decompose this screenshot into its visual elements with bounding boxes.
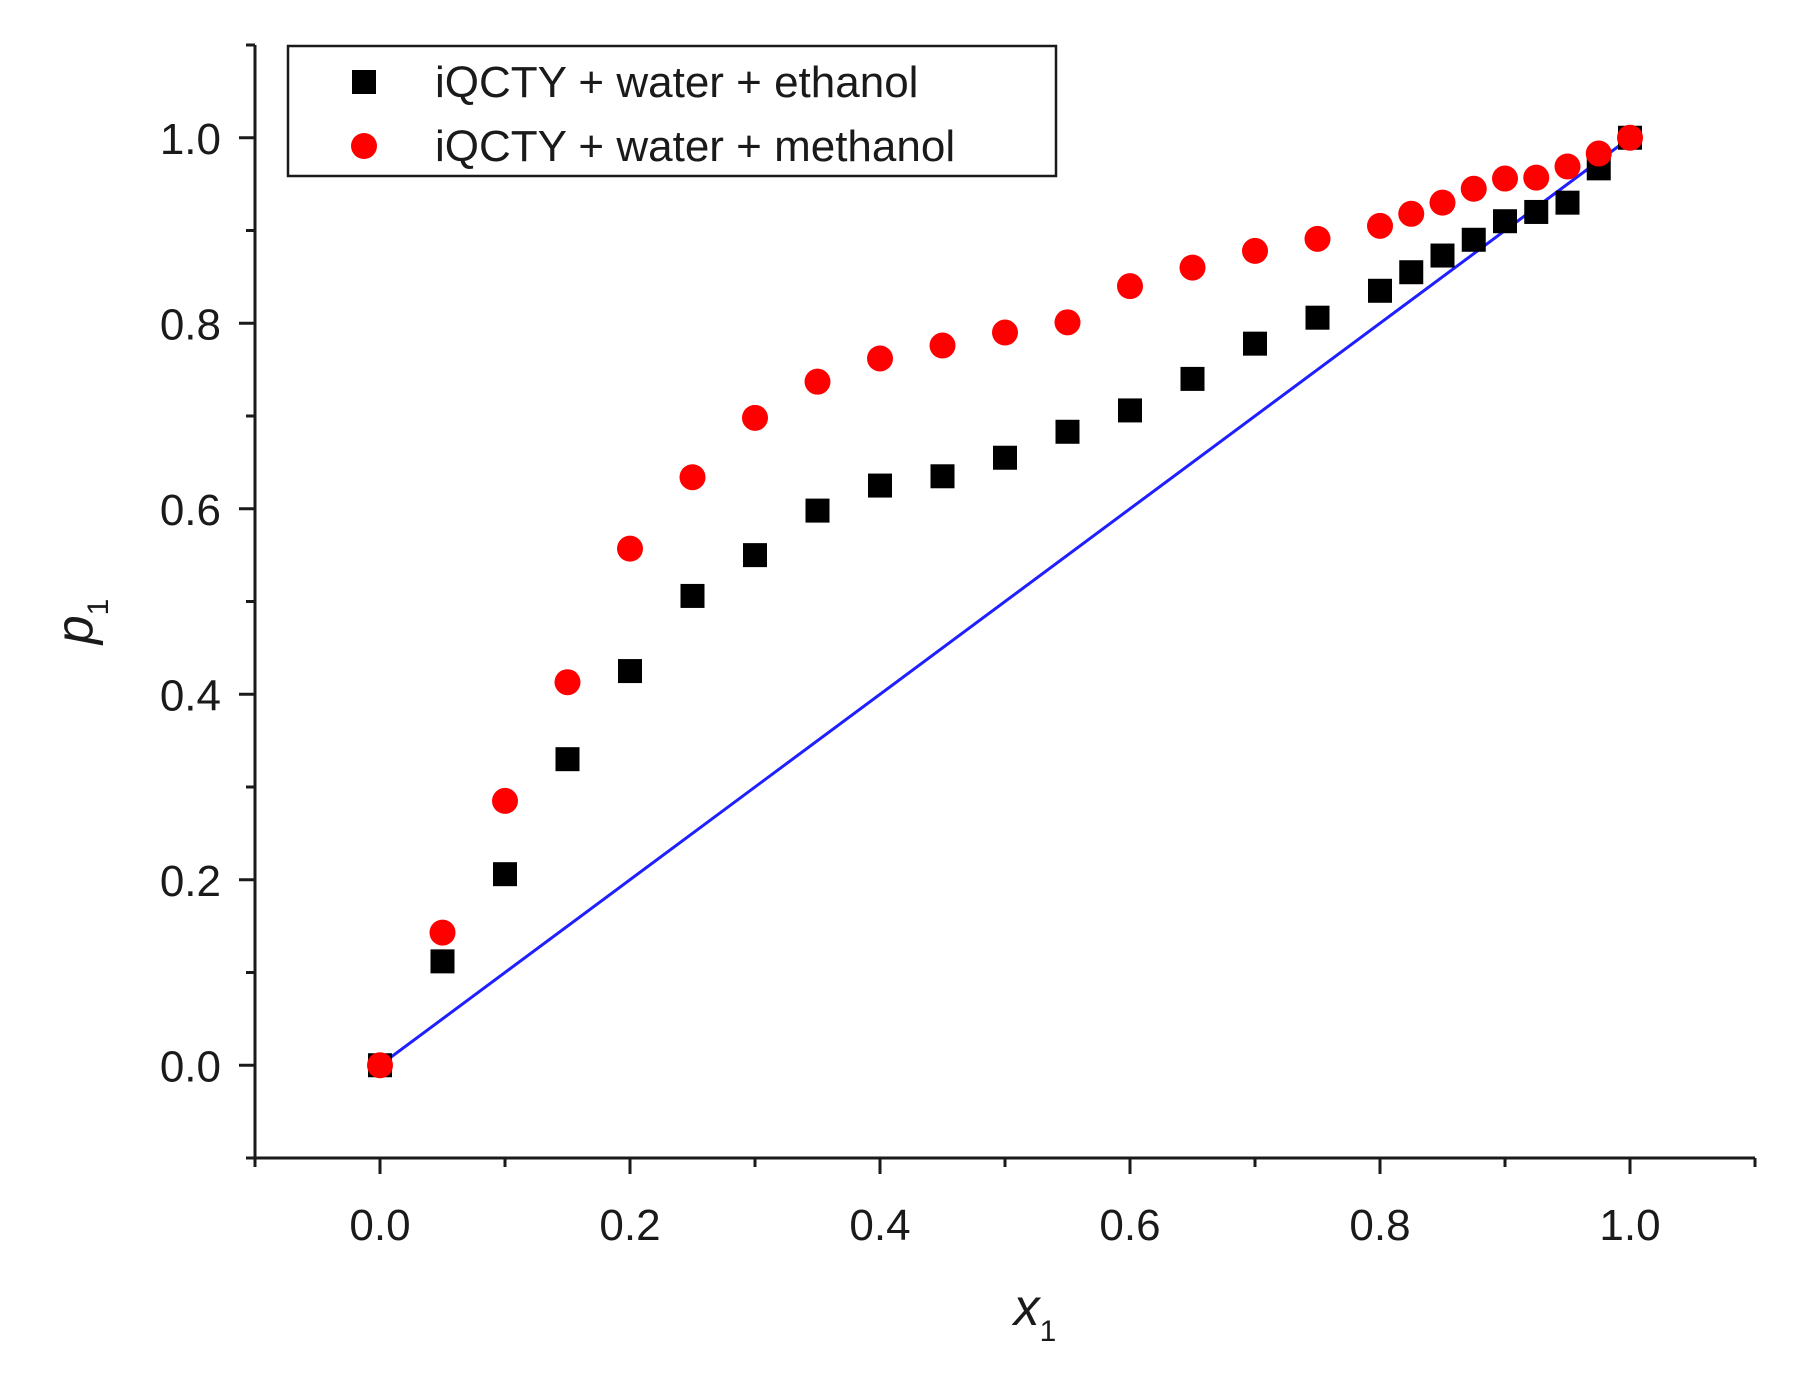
data-point xyxy=(1242,237,1268,264)
data-point xyxy=(1617,124,1643,151)
y-tick-label: 1.0 xyxy=(160,115,221,164)
y-tick-label: 0.8 xyxy=(160,300,221,349)
x-tick-label: 0.4 xyxy=(849,1201,910,1250)
data-point xyxy=(1461,227,1486,252)
data-point xyxy=(1118,398,1142,423)
data-point xyxy=(679,464,706,491)
y-axis-label-subscript: 1 xyxy=(82,599,115,616)
data-point xyxy=(1305,305,1330,330)
data-point xyxy=(929,332,956,359)
data-point xyxy=(617,535,643,562)
y-tick-label: 0.4 xyxy=(160,671,221,720)
data-point xyxy=(367,1052,393,1079)
data-point xyxy=(805,498,830,523)
data-point xyxy=(1304,225,1331,252)
data-point xyxy=(618,659,642,684)
legend-label: iQCTY + water + ethanol xyxy=(435,58,918,107)
x-axis-label-main: x xyxy=(1011,1279,1042,1337)
data-point xyxy=(1368,278,1392,303)
data-point xyxy=(1555,190,1580,215)
data-point xyxy=(1055,419,1080,444)
data-point xyxy=(1243,331,1267,356)
y-tick-label: 0.6 xyxy=(160,486,221,535)
data-point xyxy=(1492,165,1518,192)
data-point xyxy=(742,404,768,431)
x-tick-label: 0.8 xyxy=(1349,1201,1410,1250)
data-point xyxy=(1554,153,1581,180)
data-point xyxy=(430,949,455,974)
data-point xyxy=(492,787,518,814)
data-point xyxy=(429,919,456,946)
data-point xyxy=(1430,243,1455,268)
data-point xyxy=(804,368,831,395)
data-point xyxy=(867,345,893,372)
legend: iQCTY + water + ethanol iQCTY + water + m… xyxy=(286,44,1058,178)
x-axis-label-subscript: 1 xyxy=(1040,1315,1057,1348)
data-point xyxy=(1585,140,1612,167)
y-tick-label: 0.0 xyxy=(160,1042,221,1091)
legend-box xyxy=(286,44,1058,178)
data-point xyxy=(1367,212,1393,239)
legend-label: iQCTY + water + methanol xyxy=(435,122,955,171)
data-point xyxy=(1399,260,1424,285)
x-tick-label: 0.2 xyxy=(599,1201,660,1250)
x-tick-label: 1.0 xyxy=(1599,1201,1660,1250)
data-point xyxy=(1523,164,1550,191)
data-point xyxy=(930,464,955,489)
legend-marker-square xyxy=(352,70,376,94)
data-point xyxy=(1117,273,1143,300)
data-point xyxy=(554,669,581,696)
y-axis-label-main: p xyxy=(46,615,104,646)
reference-line-layer xyxy=(379,136,1631,1067)
data-point xyxy=(555,747,580,772)
data-point xyxy=(1180,366,1205,391)
data-point xyxy=(1429,189,1456,216)
x-axis-label: x1 xyxy=(1011,1279,1057,1348)
y-axis-label: p1 xyxy=(46,599,115,647)
data-point xyxy=(1398,200,1425,227)
data-point xyxy=(743,543,767,568)
legend-marker-circle xyxy=(351,133,377,159)
data-point xyxy=(868,473,892,498)
series-methanol xyxy=(367,124,1643,1079)
data-point xyxy=(1054,309,1081,336)
y-tick-label: 0.2 xyxy=(160,857,221,906)
data-point xyxy=(1493,209,1517,234)
data-point xyxy=(680,583,705,608)
data-point xyxy=(992,319,1018,346)
data-point xyxy=(1179,254,1206,281)
series-layer xyxy=(367,124,1643,1079)
data-point xyxy=(1524,199,1549,224)
x-tick-label: 0.0 xyxy=(349,1201,410,1250)
data-point xyxy=(993,445,1017,470)
x-tick-label: 0.6 xyxy=(1099,1201,1160,1250)
reference-line xyxy=(379,136,1631,1067)
data-point xyxy=(493,862,517,887)
data-point xyxy=(1460,175,1487,202)
axes: 0.0 0.2 0.4 0.6 0.8 1.0 0.0 0.2 0.4 0.6 0.8 1.0 xyxy=(160,43,1757,1250)
